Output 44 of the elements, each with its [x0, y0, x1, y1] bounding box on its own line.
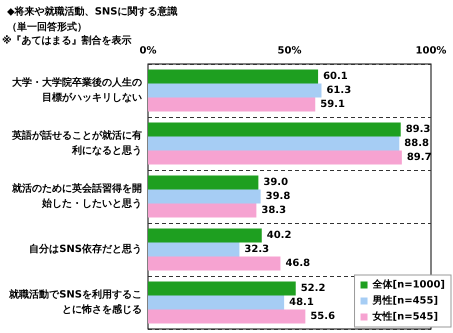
data-label: 32.3: [244, 244, 270, 255]
data-label: 39.8: [266, 191, 290, 202]
data-label: 55.6: [310, 311, 336, 322]
y-tick-label: 英語が話せることが就活に有利になると思う: [11, 130, 142, 156]
x-tick-label: 50%: [278, 46, 302, 56]
data-label: 89.7: [406, 152, 432, 163]
x-tick-label: 100%: [416, 46, 446, 56]
data-label: 39.0: [263, 177, 288, 188]
x-tick-label: 0%: [140, 46, 156, 56]
legend-label: 女性[n=545]: [372, 310, 438, 322]
text: ※『あてはまる』割合を表示: [2, 34, 132, 46]
y-tick-label: 就職活動でSNSを利用することに怖さを感じる: [8, 288, 142, 316]
data-label: 38.3: [261, 205, 286, 216]
bar: [148, 190, 261, 204]
chart-title: ◆将来や就職活動、SNSに関する意識: [7, 6, 178, 18]
y-tick-label: 自分はSNS依存だと思う: [29, 243, 142, 255]
bar: [148, 84, 322, 98]
bar: [148, 150, 402, 164]
data-label: 89.3: [406, 124, 430, 135]
bar: [148, 256, 280, 270]
data-label: 59.1: [320, 99, 345, 110]
bar: [148, 282, 296, 296]
bar: [148, 242, 240, 256]
bar: [148, 176, 258, 190]
data-label: 60.1: [323, 71, 348, 82]
bar: [148, 98, 316, 112]
bar: [148, 70, 318, 84]
data-label: 61.3: [326, 85, 352, 96]
data-label: 88.8: [404, 138, 430, 149]
bar: [148, 122, 401, 136]
data-label: 48.1: [289, 297, 314, 308]
data-label: 52.2: [300, 283, 326, 294]
y-tick-label: 大学・大学院卒業後の人生の目標がハッキリしない: [11, 76, 142, 104]
legend-label: 全体[n=1000]: [372, 278, 446, 290]
bar: [148, 296, 284, 310]
text: （単一回答形式）: [7, 21, 87, 33]
bar: [148, 204, 256, 218]
data-label: 40.2: [266, 230, 292, 241]
bar: [148, 310, 306, 324]
bar: [148, 136, 400, 150]
data-label: 46.8: [285, 258, 310, 269]
bar: [148, 228, 262, 242]
legend-label: 男性[n=455]: [372, 294, 438, 306]
y-tick-label: 就活のために英会話習得を開始した・したいと思う: [11, 182, 142, 210]
